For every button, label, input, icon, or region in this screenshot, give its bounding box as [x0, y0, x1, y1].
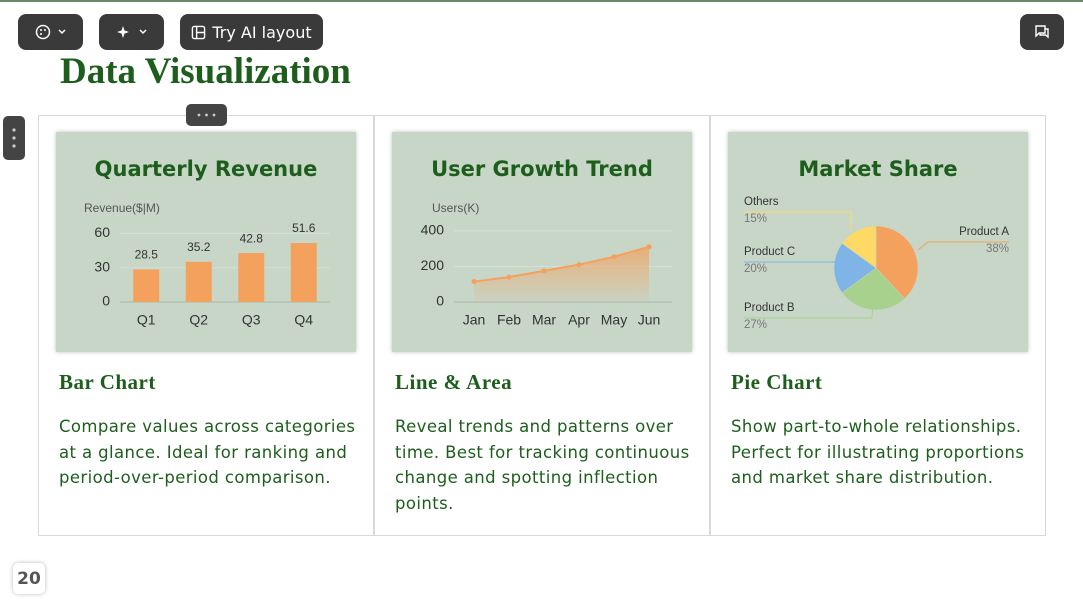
slide-title: Data Visualization — [60, 51, 351, 92]
pie-label: Product B — [744, 302, 795, 314]
y-tick-label: 200 — [421, 257, 445, 273]
y-axis-label: Users(K) — [432, 201, 479, 215]
y-tick-label: 0 — [436, 293, 444, 309]
point — [576, 262, 582, 268]
card-heading: Pie Chart — [731, 370, 823, 394]
x-tick-label: Q3 — [242, 312, 261, 328]
x-tick-label: May — [601, 312, 627, 328]
chart: Quarterly Revenue Revenue($|M) 0 30 60 28.5 Q1… — [84, 157, 330, 328]
page-number: 20 — [13, 563, 45, 594]
card-description: Compare values across categories at a gl… — [59, 417, 356, 487]
card: Market Share Product A 38% Product B 27% Prod… — [710, 115, 1046, 536]
x-tick-label: Jun — [638, 312, 661, 328]
y-tick-label: 30 — [94, 258, 110, 274]
chart-title: Market Share — [798, 157, 957, 181]
pie-label: Others — [744, 196, 779, 208]
bar — [290, 243, 317, 302]
card-heading: Bar Chart — [59, 370, 156, 394]
drag-handle[interactable] — [3, 116, 25, 160]
leader-line — [917, 241, 1009, 251]
x-tick-label: Q1 — [137, 312, 156, 328]
card-description: Reveal trends and patterns over time. Be… — [395, 417, 690, 513]
pie-value-label: 15% — [744, 213, 767, 225]
point — [471, 279, 477, 285]
chart: User Growth Trend Users(K) 0 200 400 Jan Feb Ma… — [421, 157, 672, 328]
chart-title: User Growth Trend — [431, 157, 653, 181]
area — [474, 246, 649, 302]
point — [646, 244, 652, 250]
top-border — [0, 0, 1083, 2]
data-label: 35.2 — [187, 240, 211, 254]
bar — [185, 261, 212, 302]
y-axis-label: Revenue($|M) — [84, 201, 160, 215]
try-ai-layout-button[interactable]: Try AI layout — [180, 14, 323, 50]
data-label: 28.5 — [135, 248, 159, 262]
x-tick-label: Mar — [532, 312, 556, 328]
button-label: Try AI layout — [212, 22, 312, 42]
pie-value-label: 20% — [744, 263, 767, 275]
ai-button[interactable] — [99, 14, 164, 50]
pie-value-label: 38% — [986, 243, 1009, 255]
pie-slice — [875, 225, 919, 299]
x-tick-label: Jan — [463, 312, 486, 328]
chart-panel: Market Share Product A 38% Product B 27% Prod… — [728, 132, 1028, 352]
line — [473, 245, 650, 283]
x-tick-label: Q4 — [294, 312, 313, 328]
leader-line — [744, 301, 874, 319]
card: Quarterly Revenue Revenue($|M) 0 30 60 28.5 Q1… — [38, 115, 374, 536]
point — [506, 274, 512, 280]
pie-label: Product C — [744, 246, 795, 258]
chart-title: Quarterly Revenue — [95, 157, 318, 181]
pie-slice — [841, 225, 877, 269]
pie-label: Product A — [959, 226, 1009, 238]
chart-panel: User Growth Trend Users(K) 0 200 400 Jan Feb Ma… — [392, 132, 692, 352]
chart: Market Share Product A 38% Product B 27% Prod… — [744, 157, 1009, 331]
card-description: Show part-to-whole relationships. Perfec… — [731, 417, 1025, 487]
pie-value-label: 27% — [744, 319, 767, 331]
leader-line — [744, 211, 852, 230]
x-tick-label: Feb — [497, 312, 521, 328]
data-label: 42.8 — [240, 231, 264, 245]
block-menu[interactable] — [186, 104, 227, 126]
y-tick-label: 60 — [94, 224, 110, 240]
x-tick-label: Apr — [568, 312, 590, 328]
point — [611, 254, 617, 260]
data-label: 51.6 — [292, 221, 316, 235]
point — [541, 268, 547, 274]
y-tick-label: 400 — [421, 222, 445, 238]
x-tick-label: Q2 — [189, 312, 208, 328]
comments-button[interactable] — [1020, 14, 1064, 50]
bar — [133, 269, 160, 302]
theme-button[interactable] — [18, 14, 83, 50]
chart-panel: Quarterly Revenue Revenue($|M) 0 30 60 28.5 Q1… — [56, 132, 356, 352]
y-tick-label: 0 — [102, 293, 110, 309]
bar — [238, 253, 265, 302]
card: User Growth Trend Users(K) 0 200 400 Jan Feb Ma… — [374, 115, 710, 536]
card-heading: Line & Area — [395, 370, 513, 394]
pie-slice — [833, 242, 877, 294]
